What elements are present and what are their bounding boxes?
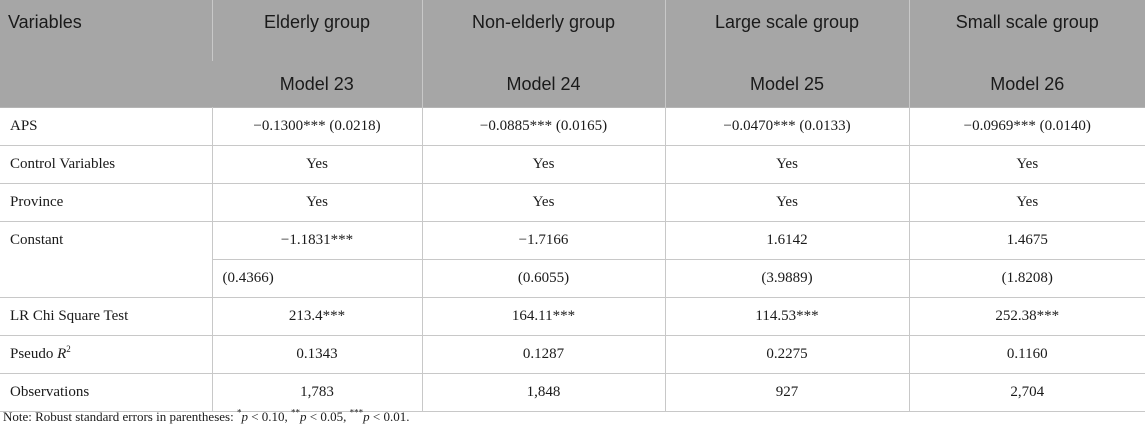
table-note: Note: Robust standard errors in parenthe…: [3, 407, 410, 425]
table-row: LR Chi Square Test 213.4*** 164.11*** 11…: [0, 297, 1145, 336]
row-label-constant: Constant: [0, 221, 213, 298]
table-cell: 1,783: [211, 373, 423, 412]
table-cell: 0.2275: [664, 335, 910, 374]
pseudo-label-var: R: [57, 346, 67, 362]
table-cell: (3.9889): [664, 259, 910, 298]
note-threshold-3: < 0.01.: [369, 409, 410, 424]
table-cell: Yes: [908, 183, 1145, 222]
table-cell: (0.6055): [421, 259, 666, 298]
table-cell: 1.6142: [664, 221, 910, 260]
table-cell: −0.0885*** (0.0165): [421, 107, 666, 146]
header-model-25: Model 25: [664, 61, 909, 108]
row-label-control-variables: Control Variables: [0, 145, 213, 184]
table-cell: 1.4675: [908, 221, 1145, 260]
row-label-pseudo-r2: Pseudo R2: [0, 335, 213, 374]
table-cell: −1.7166: [421, 221, 666, 260]
pseudo-label-text: Pseudo: [10, 346, 58, 362]
table-row: Pseudo R2 0.1343 0.1287 0.2275 0.1160: [0, 335, 1145, 374]
pseudo-label-sup: 2: [66, 344, 71, 354]
table-cell: 2,704: [908, 373, 1145, 412]
table-cell: 213.4***: [211, 297, 423, 336]
row-label-province: Province: [0, 183, 213, 222]
table-row: APS −0.1300*** (0.0218) −0.0885*** (0.01…: [0, 107, 1145, 146]
regression-table: Variables Elderly group Non-elderly grou…: [0, 0, 1145, 412]
header-row-groups: Variables Elderly group Non-elderly grou…: [0, 0, 1145, 108]
table-cell: 0.1343: [211, 335, 423, 374]
header-group-large-scale: Large scale group: [664, 0, 909, 61]
table-row: Observations 1,783 1,848 927 2,704: [0, 373, 1145, 412]
table-cell: Yes: [211, 183, 423, 222]
note-p-1: p: [241, 409, 248, 424]
note-star-1: *: [236, 407, 242, 418]
row-label-observations: Observations: [0, 373, 213, 412]
table-cell: (1.8208): [908, 259, 1145, 298]
note-threshold-1: < 0.10,: [247, 409, 292, 424]
table-cell: Yes: [908, 145, 1145, 184]
table-cell: 0.1287: [421, 335, 666, 374]
table-cell: 0.1160: [908, 335, 1145, 374]
table-cell: Yes: [664, 183, 910, 222]
table-header: Variables Elderly group Non-elderly grou…: [0, 0, 1145, 108]
table-body: APS −0.1300*** (0.0218) −0.0885*** (0.01…: [0, 107, 1145, 412]
table-cell: 1,848: [421, 373, 666, 412]
table-cell: 114.53***: [664, 297, 910, 336]
row-label-aps: APS: [0, 107, 213, 146]
note-star-2: **: [291, 407, 301, 418]
note-prefix: Note: Robust standard errors in parenthe…: [3, 409, 237, 424]
header-model-26: Model 26: [908, 61, 1145, 108]
table-cell: Yes: [421, 183, 666, 222]
header-model-23: Model 23: [212, 61, 422, 108]
header-group-non-elderly: Non-elderly group: [421, 0, 665, 61]
table-cell: (0.4366): [212, 259, 423, 298]
table-cell: −1.1831***: [211, 221, 423, 260]
note-star-3: ***: [349, 407, 364, 418]
table-cell: 164.11***: [421, 297, 666, 336]
header-row-models: Model 23 Model 24 Model 25 Model 26: [0, 61, 1145, 108]
table-cell: −0.1300*** (0.0218): [211, 107, 423, 146]
table-cell: −0.0470*** (0.0133): [664, 107, 910, 146]
note-threshold-2: < 0.05,: [306, 409, 350, 424]
header-group-elderly: Elderly group: [211, 0, 422, 61]
table-row: Constant −1.1831*** −1.7166 1.6142 1.467…: [0, 221, 1145, 298]
table-cell: 252.38***: [908, 297, 1145, 336]
row-label-lr-chi-square: LR Chi Square Test: [0, 297, 213, 336]
table-cell: −0.0969*** (0.0140): [908, 107, 1145, 146]
table-row: Control Variables Yes Yes Yes Yes: [0, 145, 1145, 184]
table-cell: Yes: [211, 145, 423, 184]
note-p-3: p: [363, 409, 370, 424]
table-cell: Yes: [664, 145, 910, 184]
table-cell: Yes: [421, 145, 666, 184]
table-cell: 927: [664, 373, 910, 412]
table-row: Province Yes Yes Yes Yes: [0, 183, 1145, 222]
header-variables: Variables: [0, 0, 212, 108]
note-p-2: p: [300, 409, 307, 424]
header-model-24: Model 24: [421, 61, 665, 108]
header-group-small-scale: Small scale group: [908, 0, 1145, 61]
